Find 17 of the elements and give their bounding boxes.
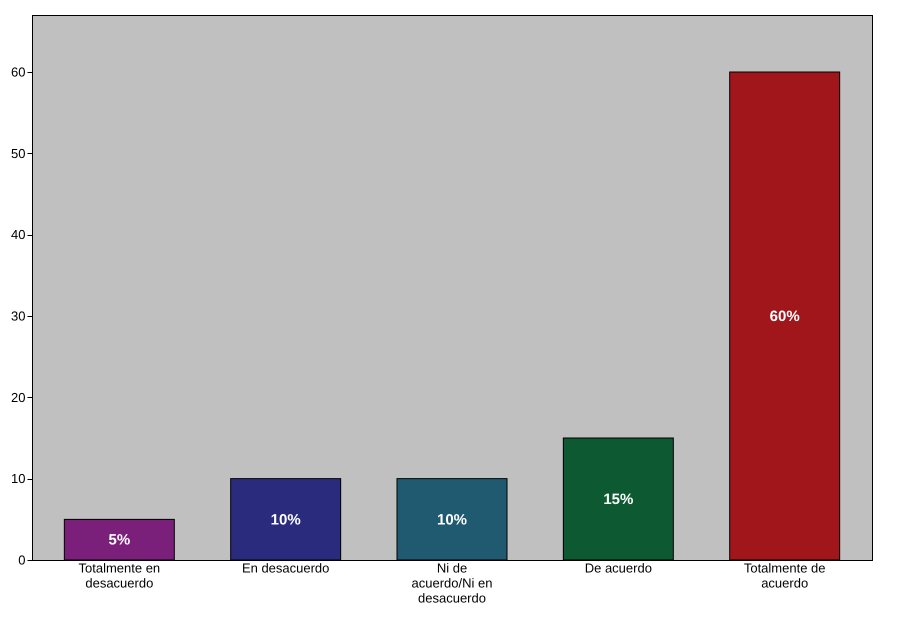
y-tick-label: 60: [11, 64, 26, 80]
data-label: 10%: [436, 511, 468, 528]
data-label: 15%: [603, 490, 634, 508]
x-tick-label: En desacuerdo: [242, 560, 330, 576]
y-tick-label: 30: [11, 308, 26, 324]
x-tick-label: Totalmente en desacuerdo: [78, 560, 160, 590]
y-tick-label: 50: [11, 146, 26, 161]
y-tick-label: 40: [11, 227, 26, 242]
x-tick-label: Totalmente de acuerdo: [744, 560, 826, 590]
y-tick-label: 20: [11, 390, 26, 405]
y-tick-label: 10: [11, 471, 26, 486]
data-label: 10%: [270, 511, 301, 528]
x-tick-label: Ni de acuerdo/Ni en desacuerdo: [412, 560, 492, 606]
x-tick-label: De acuerdo: [584, 560, 652, 576]
data-label: 5%: [108, 532, 130, 549]
y-tick-label: 0: [18, 552, 26, 568]
data-label: 60%: [770, 308, 800, 325]
